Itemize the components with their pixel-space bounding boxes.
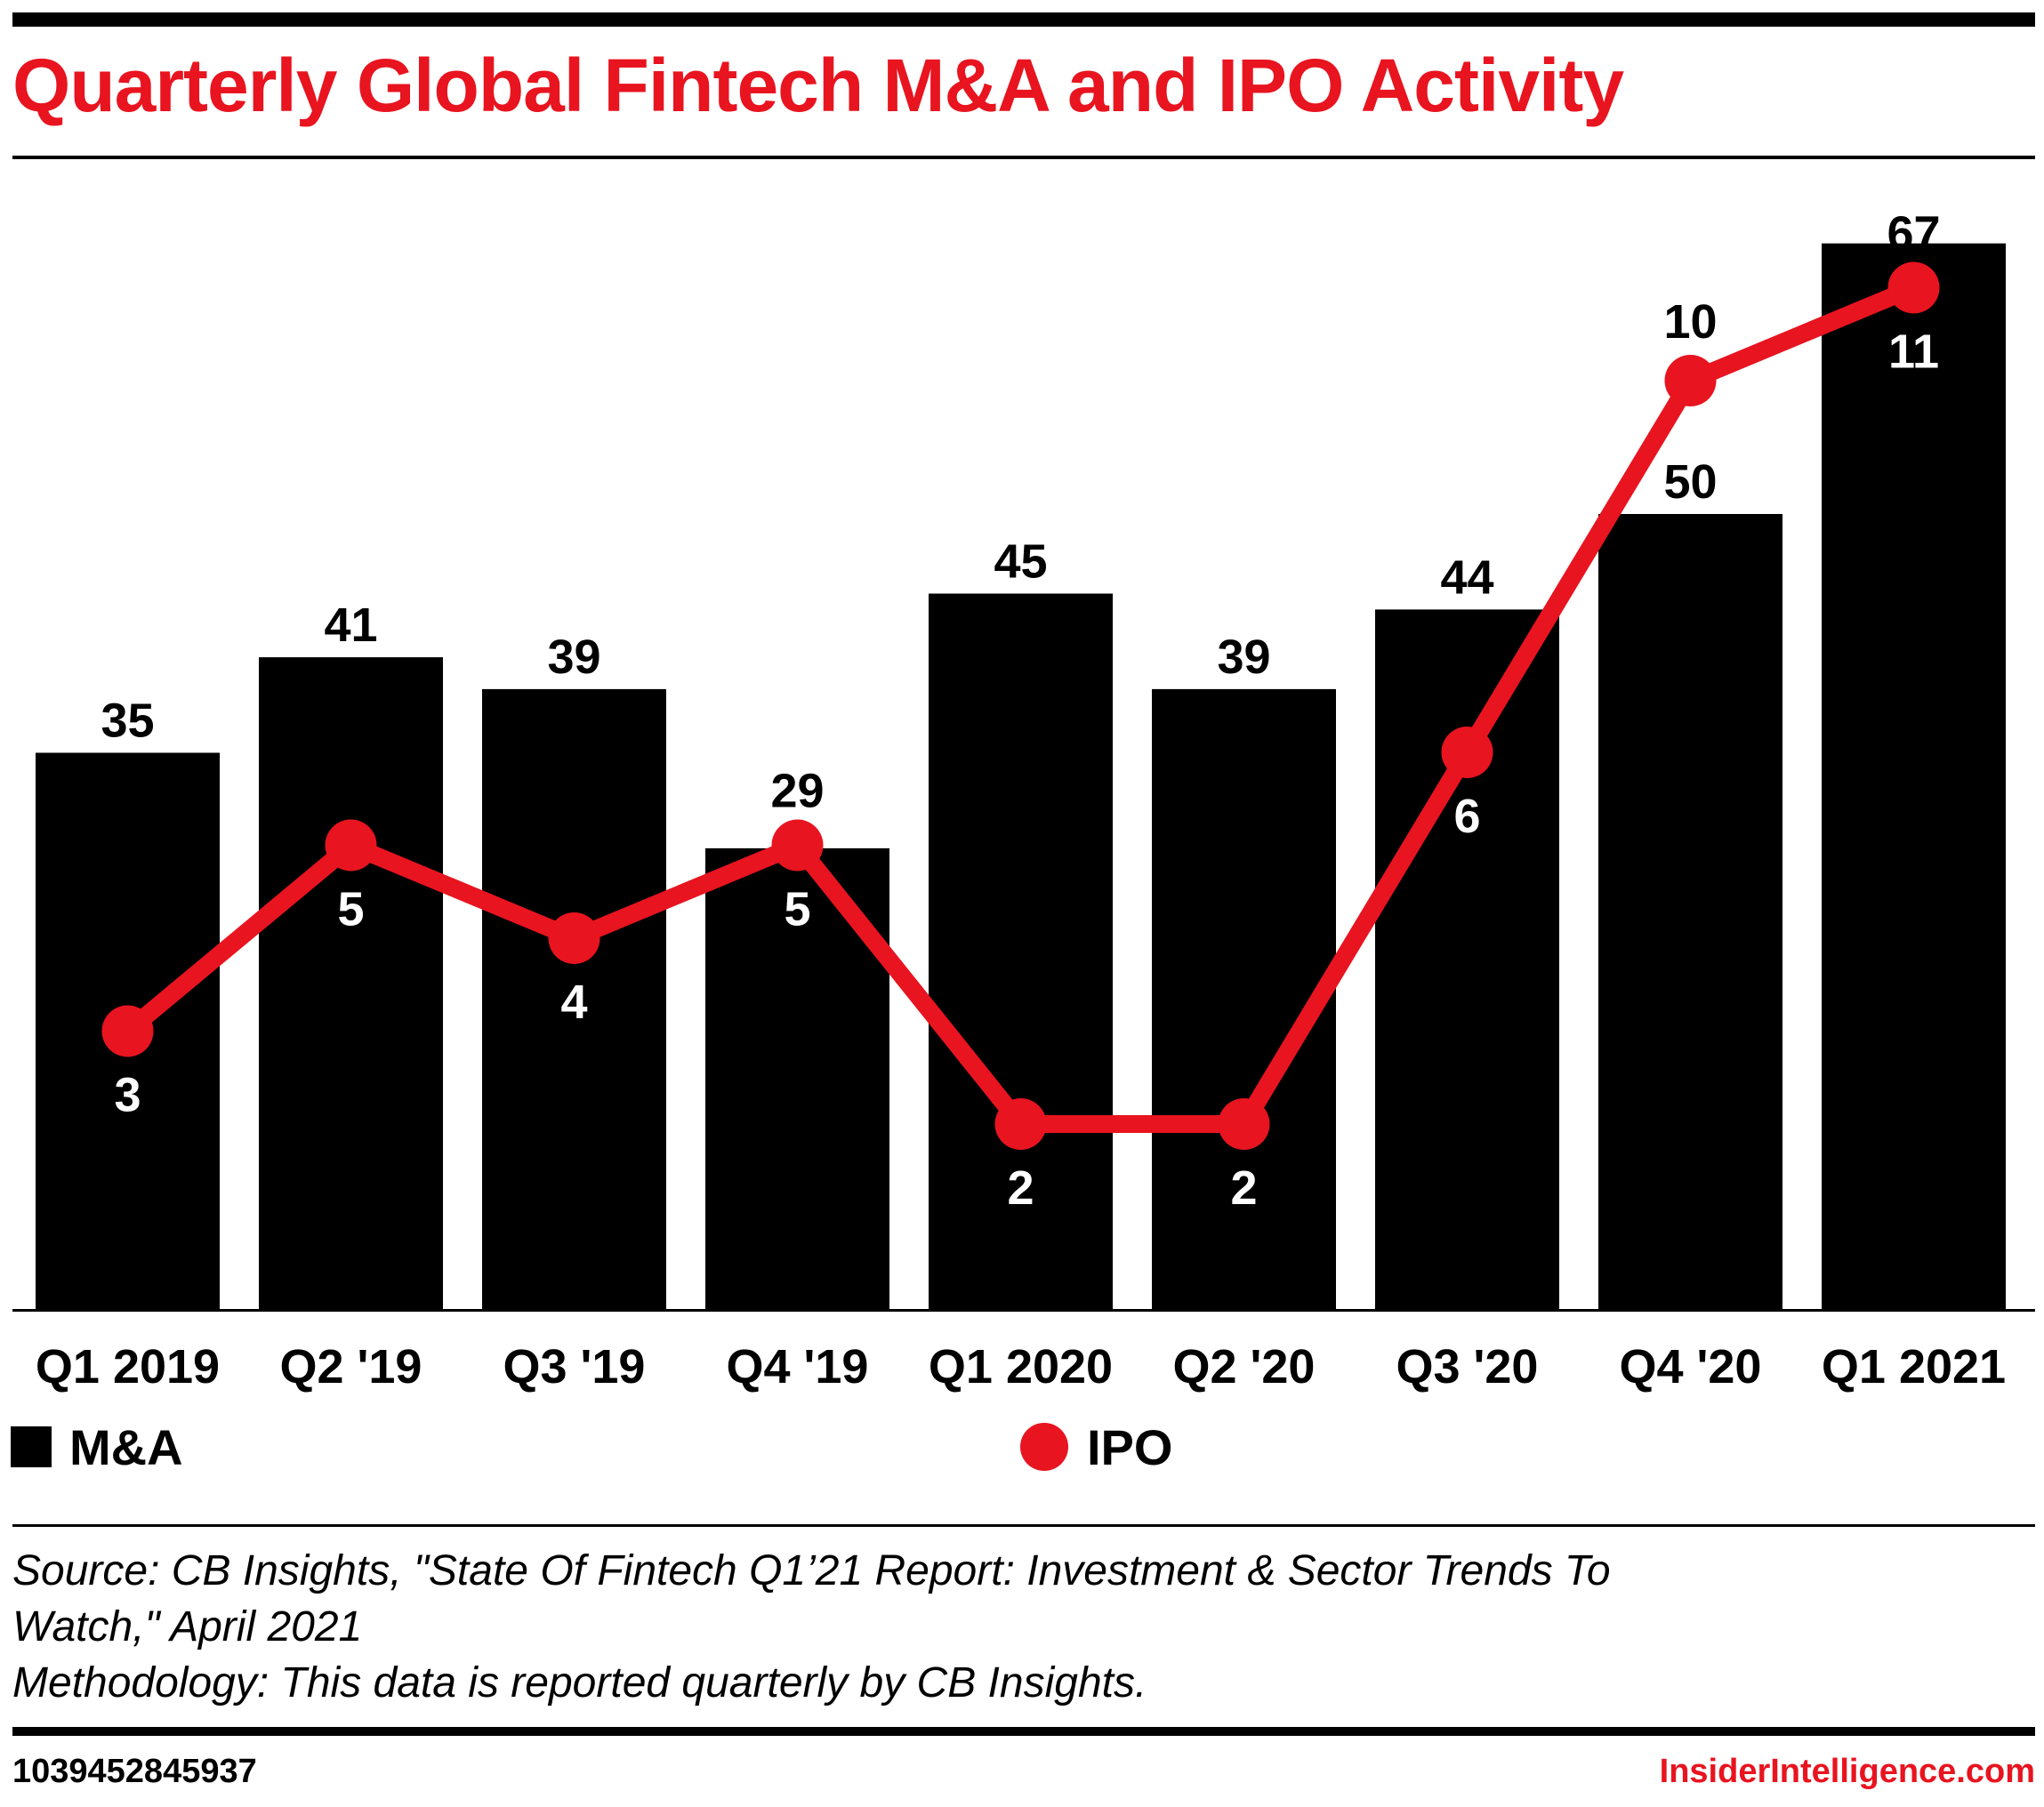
- ipo-value-label: 11: [1888, 325, 1939, 379]
- ma-value-label: 39: [1217, 630, 1270, 684]
- x-tick-label: Q3 '20: [1396, 1340, 1539, 1393]
- ma-value-label: 67: [1887, 207, 1940, 261]
- ma-value-label: 44: [1440, 550, 1493, 604]
- x-tick-label: Q1 2019: [36, 1340, 220, 1393]
- ma-value-label: 50: [1663, 455, 1717, 509]
- legend-ipo-swatch: [1020, 1423, 1068, 1471]
- ma-bar: [1375, 609, 1559, 1310]
- legend-ipo-label: IPO: [1087, 1419, 1172, 1475]
- ipo-point: [1218, 1098, 1270, 1150]
- ipo-point: [771, 819, 824, 871]
- x-tick-label: Q3 '19: [503, 1340, 646, 1393]
- ma-bar: [482, 688, 666, 1310]
- ipo-value-label: 10: [1663, 295, 1717, 349]
- ipo-point: [548, 912, 600, 964]
- ipo-line: [101, 261, 1940, 1150]
- legend-ma-label: M&A: [69, 1419, 183, 1475]
- bottom-bar: [12, 1727, 2035, 1736]
- source-line-1: Source: CB Insights, "State Of Fintech Q…: [12, 1547, 1611, 1594]
- ma-bar: [1598, 514, 1782, 1310]
- ma-value-label: 41: [324, 598, 377, 652]
- x-tick-label: Q1 2020: [929, 1340, 1113, 1393]
- x-tick-label: Q2 '20: [1173, 1340, 1316, 1393]
- ipo-point: [1441, 727, 1493, 778]
- ipo-point: [101, 1005, 154, 1057]
- x-ticks: Q1 2019 Q2 '19 Q3 '19 Q4 '19 Q1 2020 Q2 '20 Q3…: [36, 1340, 2006, 1393]
- ma-value-label: 45: [994, 535, 1047, 589]
- x-tick-label: Q4 '20: [1620, 1340, 1762, 1393]
- ipo-value-label: 2: [1007, 1161, 1034, 1215]
- ma-value-label: 39: [547, 630, 600, 684]
- x-axis: [12, 1309, 2035, 1312]
- x-tick-label: Q1 2021: [1822, 1340, 2006, 1393]
- ipo-point: [994, 1098, 1047, 1150]
- ipo-value-label: 5: [784, 883, 810, 936]
- ipo-value-label: 2: [1230, 1161, 1257, 1215]
- x-tick-label: Q4 '19: [727, 1340, 869, 1393]
- ipo-point: [1887, 261, 1940, 314]
- ma-bar: [1152, 688, 1336, 1310]
- ma-value-label: 35: [101, 695, 154, 748]
- ma-value-label: 29: [770, 765, 824, 818]
- title-rule: [12, 156, 2035, 159]
- x-tick-label: Q2 '19: [280, 1340, 422, 1393]
- methodology: Methodology: This data is reported quart…: [12, 1659, 1147, 1707]
- legend: M&A IPO: [11, 1419, 1172, 1475]
- ipo-point: [1664, 355, 1717, 406]
- chart-id: 1039452845937: [12, 1753, 257, 1790]
- legend-ma-swatch: [11, 1426, 52, 1467]
- top-bar: [12, 12, 2035, 27]
- source-rule: [12, 1524, 2035, 1527]
- ipo-point: [325, 819, 377, 871]
- ma-bar: [1822, 243, 2006, 1311]
- ipo-value-label: 5: [337, 883, 364, 936]
- ma-bar: [929, 593, 1113, 1310]
- source-line-2: Watch," April 2021: [12, 1603, 362, 1650]
- bars: [36, 243, 2006, 1311]
- chart-title: Quarterly Global Fintech M&A and IPO Act…: [12, 44, 1624, 127]
- ipo-value-label: 3: [114, 1069, 141, 1122]
- brand-logo: InsiderIntelligence.com: [1660, 1753, 2035, 1790]
- ipo-value-label: 6: [1453, 790, 1480, 843]
- ma-bar: [259, 657, 443, 1310]
- ipo-value-label: 4: [560, 976, 587, 1029]
